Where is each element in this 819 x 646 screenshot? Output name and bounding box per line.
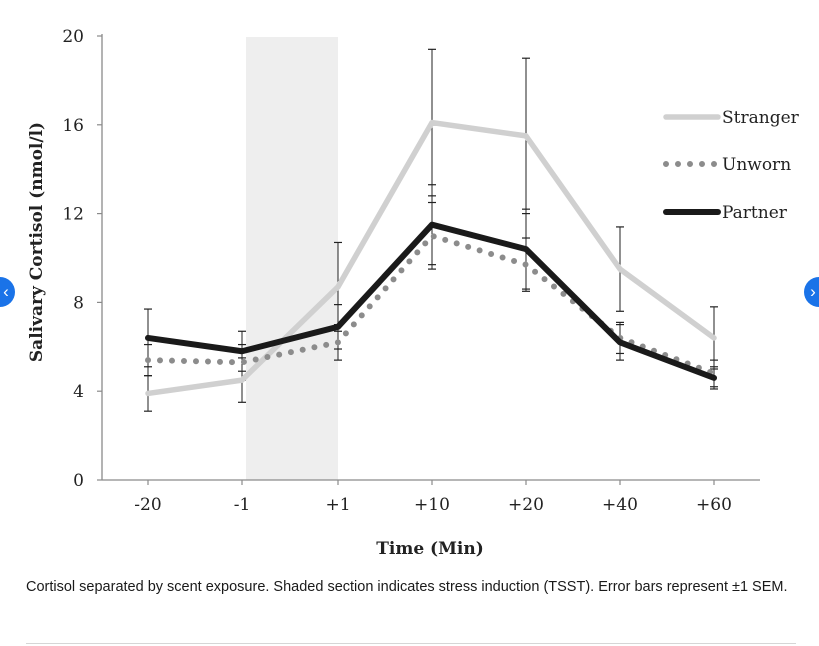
chevron-left-icon: ‹: [3, 282, 9, 301]
x-tick-label: -20: [134, 495, 161, 515]
next-slide-button[interactable]: ›: [804, 277, 819, 307]
series-line-partner: [145, 221, 717, 381]
x-tick-label: +60: [696, 495, 732, 515]
y-tick-label: 16: [62, 116, 84, 136]
legend-item-unworn: Unworn: [663, 155, 791, 175]
legend-item-partner: Partner: [663, 203, 788, 223]
previous-slide-button[interactable]: ‹: [0, 277, 15, 307]
figure-caption: Cortisol separated by scent exposure. Sh…: [26, 579, 788, 595]
x-tick-label: -1: [234, 495, 251, 515]
x-axis-title: Time (Min): [376, 539, 484, 559]
x-tick-label: +20: [508, 495, 544, 515]
x-tick-label: +1: [325, 495, 350, 515]
series-line-stranger: [145, 119, 717, 397]
y-tick-label: 4: [73, 382, 84, 402]
chevron-right-icon: ›: [810, 282, 816, 301]
legend-label: Stranger: [722, 108, 800, 128]
y-axis-title: Salivary Cortisol (nmol/l): [27, 122, 47, 362]
legend-item-stranger: Stranger: [663, 108, 800, 128]
x-tick-label: +10: [414, 495, 450, 515]
legend-label: Partner: [722, 203, 788, 223]
y-tick-label: 20: [62, 27, 84, 47]
legend-label: Unworn: [722, 155, 791, 175]
cortisol-line-chart: 0 4 8 12 16 20 -20 -1 +1 +10 +20 +40 +60 Stranger Unw…: [27, 27, 800, 559]
series-line-unworn: [145, 232, 717, 377]
y-tick-label: 8: [73, 293, 84, 313]
stress-induction-shaded-region: [246, 37, 338, 480]
y-tick-label: 12: [62, 205, 84, 225]
x-tick-label: +40: [602, 495, 638, 515]
y-tick-label: 0: [73, 471, 84, 491]
divider: [26, 643, 796, 644]
